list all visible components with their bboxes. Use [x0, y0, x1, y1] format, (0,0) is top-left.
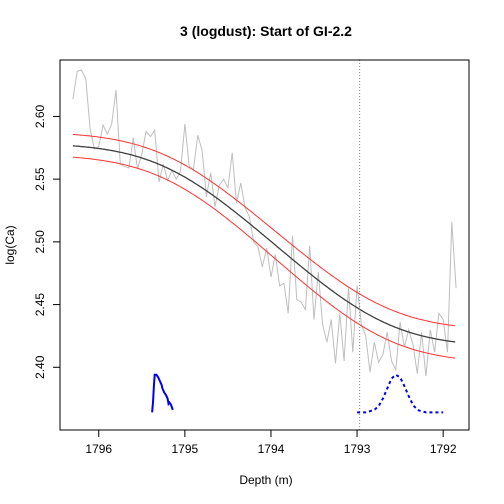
x-tick-label: 1795	[172, 442, 199, 456]
lower-band-line	[72, 156, 456, 359]
density-curve-1	[151, 373, 174, 413]
y-tick-label: 2.60	[33, 104, 47, 128]
y-tick-label: 2.50	[33, 230, 47, 254]
y-tick-label: 2.55	[33, 167, 47, 191]
y-axis: 2.40 2.45 2.50 2.55 2.60	[33, 104, 60, 379]
plot-frame	[59, 59, 470, 431]
data-series-line	[72, 69, 457, 377]
x-tick-label: 1796	[85, 442, 112, 456]
y-axis-label: log(Ca)	[3, 225, 17, 264]
x-tick-label: 1794	[258, 442, 285, 456]
x-tick-label: 1793	[344, 442, 371, 456]
plot-content	[72, 60, 457, 430]
y-tick-label: 2.45	[33, 293, 47, 317]
x-tick-label: 1792	[430, 442, 457, 456]
x-axis: 1796 1795 1794 1793 1792	[85, 430, 457, 456]
density-curve-2	[357, 373, 444, 414]
ramp-fit-line	[72, 145, 456, 343]
x-axis-label: Depth (m)	[239, 473, 292, 487]
chart-title: 3 (logdust): Start of GI-2.2	[180, 23, 352, 39]
upper-band-line	[72, 134, 456, 327]
y-tick-label: 2.40	[33, 355, 47, 379]
